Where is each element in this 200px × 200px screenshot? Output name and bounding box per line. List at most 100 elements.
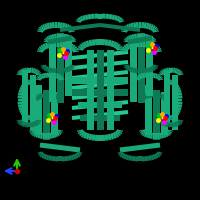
Polygon shape: [39, 27, 44, 32]
Polygon shape: [71, 39, 76, 42]
Polygon shape: [102, 14, 106, 19]
Polygon shape: [131, 23, 134, 29]
Polygon shape: [59, 79, 64, 80]
Polygon shape: [168, 122, 170, 127]
Polygon shape: [163, 68, 166, 74]
Polygon shape: [160, 71, 164, 75]
Polygon shape: [82, 15, 86, 21]
Polygon shape: [46, 155, 50, 160]
Polygon shape: [123, 27, 128, 32]
Polygon shape: [136, 22, 139, 28]
Polygon shape: [150, 155, 154, 160]
Polygon shape: [40, 25, 45, 31]
Polygon shape: [132, 156, 135, 161]
Polygon shape: [41, 153, 45, 159]
Polygon shape: [165, 68, 168, 73]
Polygon shape: [144, 85, 152, 135]
Polygon shape: [163, 132, 166, 138]
Polygon shape: [57, 33, 64, 103]
Polygon shape: [30, 68, 32, 73]
Polygon shape: [62, 23, 65, 29]
Polygon shape: [59, 22, 63, 29]
Polygon shape: [57, 68, 59, 73]
Polygon shape: [117, 129, 123, 132]
Polygon shape: [148, 23, 152, 30]
Polygon shape: [57, 74, 61, 79]
Polygon shape: [130, 38, 136, 102]
Polygon shape: [72, 60, 128, 70]
Polygon shape: [135, 79, 140, 80]
Polygon shape: [150, 133, 153, 139]
Polygon shape: [21, 111, 26, 115]
Polygon shape: [73, 154, 77, 159]
Polygon shape: [57, 22, 60, 28]
Polygon shape: [18, 92, 23, 96]
Polygon shape: [36, 120, 41, 121]
Polygon shape: [120, 152, 124, 157]
Polygon shape: [22, 83, 27, 87]
Polygon shape: [34, 97, 39, 100]
Polygon shape: [123, 154, 127, 159]
Polygon shape: [120, 50, 126, 53]
Polygon shape: [49, 155, 52, 161]
Polygon shape: [83, 41, 88, 48]
Polygon shape: [171, 80, 174, 85]
Polygon shape: [157, 93, 159, 98]
Polygon shape: [36, 71, 40, 75]
Polygon shape: [124, 39, 129, 42]
Polygon shape: [57, 129, 62, 133]
Polygon shape: [42, 65, 46, 70]
Polygon shape: [43, 154, 47, 159]
Polygon shape: [59, 68, 62, 73]
Polygon shape: [158, 79, 163, 80]
Polygon shape: [83, 132, 88, 139]
Polygon shape: [45, 66, 49, 72]
Polygon shape: [147, 93, 150, 98]
Polygon shape: [38, 152, 43, 156]
Polygon shape: [48, 35, 52, 41]
Polygon shape: [70, 65, 75, 68]
Polygon shape: [141, 22, 144, 28]
Polygon shape: [106, 50, 114, 130]
Polygon shape: [19, 70, 23, 75]
Polygon shape: [178, 74, 183, 75]
Polygon shape: [18, 104, 23, 108]
Polygon shape: [124, 64, 129, 66]
Polygon shape: [155, 93, 157, 98]
Polygon shape: [61, 68, 64, 73]
Polygon shape: [17, 120, 22, 123]
Polygon shape: [28, 115, 30, 120]
Polygon shape: [177, 101, 182, 105]
Polygon shape: [138, 74, 142, 79]
Polygon shape: [65, 42, 69, 48]
Polygon shape: [136, 34, 139, 39]
Polygon shape: [141, 130, 146, 135]
Polygon shape: [142, 41, 146, 47]
Polygon shape: [88, 134, 93, 140]
Polygon shape: [49, 133, 52, 139]
Polygon shape: [177, 69, 180, 74]
Polygon shape: [54, 68, 57, 73]
Polygon shape: [114, 15, 118, 21]
Polygon shape: [133, 41, 137, 48]
Polygon shape: [77, 152, 82, 156]
Polygon shape: [18, 99, 23, 101]
Polygon shape: [128, 42, 132, 49]
Polygon shape: [53, 132, 56, 138]
Polygon shape: [161, 70, 165, 75]
Polygon shape: [30, 129, 35, 133]
Polygon shape: [65, 34, 68, 39]
Polygon shape: [40, 45, 45, 51]
Polygon shape: [161, 94, 165, 99]
Polygon shape: [116, 46, 122, 50]
Polygon shape: [18, 120, 22, 124]
Polygon shape: [35, 120, 39, 125]
Polygon shape: [86, 50, 94, 130]
Polygon shape: [152, 27, 157, 32]
Polygon shape: [63, 68, 67, 73]
Polygon shape: [167, 122, 169, 127]
Polygon shape: [125, 37, 129, 42]
Polygon shape: [154, 45, 159, 51]
Polygon shape: [81, 43, 86, 49]
Polygon shape: [70, 64, 75, 66]
